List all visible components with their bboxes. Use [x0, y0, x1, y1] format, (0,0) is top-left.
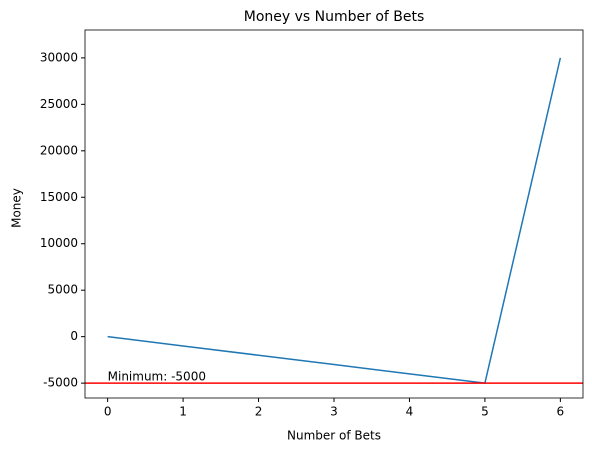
data-line [107, 57, 562, 384]
y-tick-label: 30000 [40, 50, 78, 64]
x-tick-label: 4 [406, 405, 414, 419]
x-tick-label: 0 [104, 405, 112, 419]
chart-title: Money vs Number of Bets [244, 9, 425, 25]
y-tick-label: 15000 [40, 190, 78, 204]
x-tick-label: 6 [557, 405, 565, 419]
y-tick-label: 0 [70, 329, 78, 343]
x-tick-label: 3 [330, 405, 338, 419]
y-axis-label: Money [10, 188, 24, 228]
x-tick-label: 2 [255, 405, 263, 419]
y-tick-label: 10000 [40, 236, 78, 250]
y-tick-label: 20000 [40, 143, 78, 157]
y-tick-label: 25000 [40, 97, 78, 111]
x-tick-label: 5 [481, 405, 489, 419]
y-tick-label: -5000 [43, 376, 78, 390]
y-tick-label: 5000 [47, 283, 78, 297]
plot-frame [84, 29, 584, 399]
x-axis-label: Number of Bets [287, 429, 381, 443]
annotation: Minimum: -5000 [108, 370, 206, 384]
x-tick-label: 1 [179, 405, 187, 419]
